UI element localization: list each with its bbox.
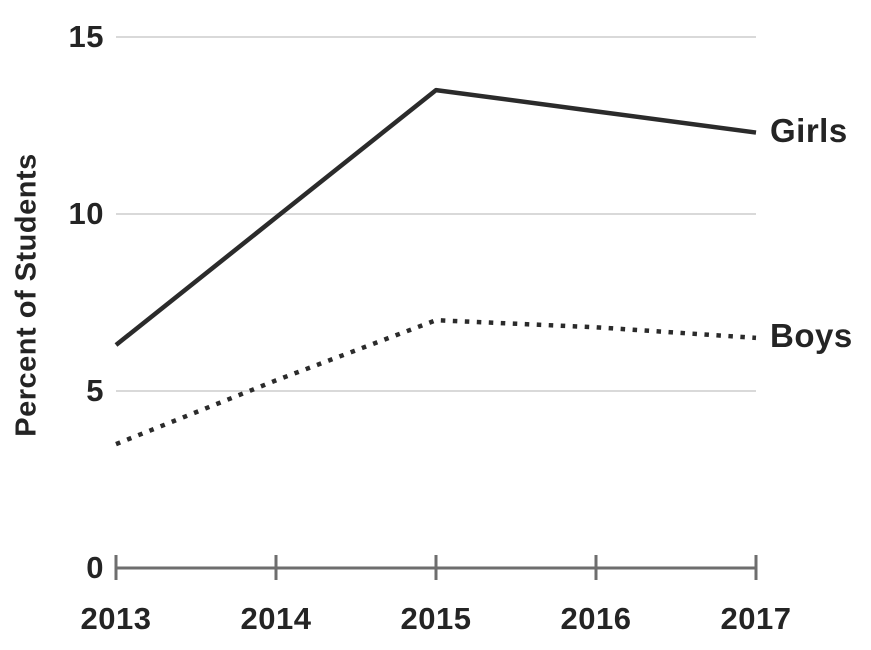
- x-tick-label-2016: 2016: [560, 601, 632, 636]
- x-tick-label-2017: 2017: [720, 601, 792, 636]
- boys-line: [115, 317, 757, 447]
- x-tick-label-2015: 2015: [400, 601, 472, 636]
- series-label-boys: Boys: [770, 316, 853, 354]
- series-label-girls: Girls: [770, 111, 848, 149]
- y-tick-label-10: 10: [68, 196, 104, 231]
- x-tick-label-2013: 2013: [80, 601, 152, 636]
- y-tick-label-15: 15: [68, 19, 104, 54]
- girls-line: [114, 87, 757, 347]
- x-tick-label-2014: 2014: [240, 601, 312, 636]
- y-tick-label-0: 0: [86, 550, 104, 585]
- y-tick-label-5: 5: [86, 373, 104, 408]
